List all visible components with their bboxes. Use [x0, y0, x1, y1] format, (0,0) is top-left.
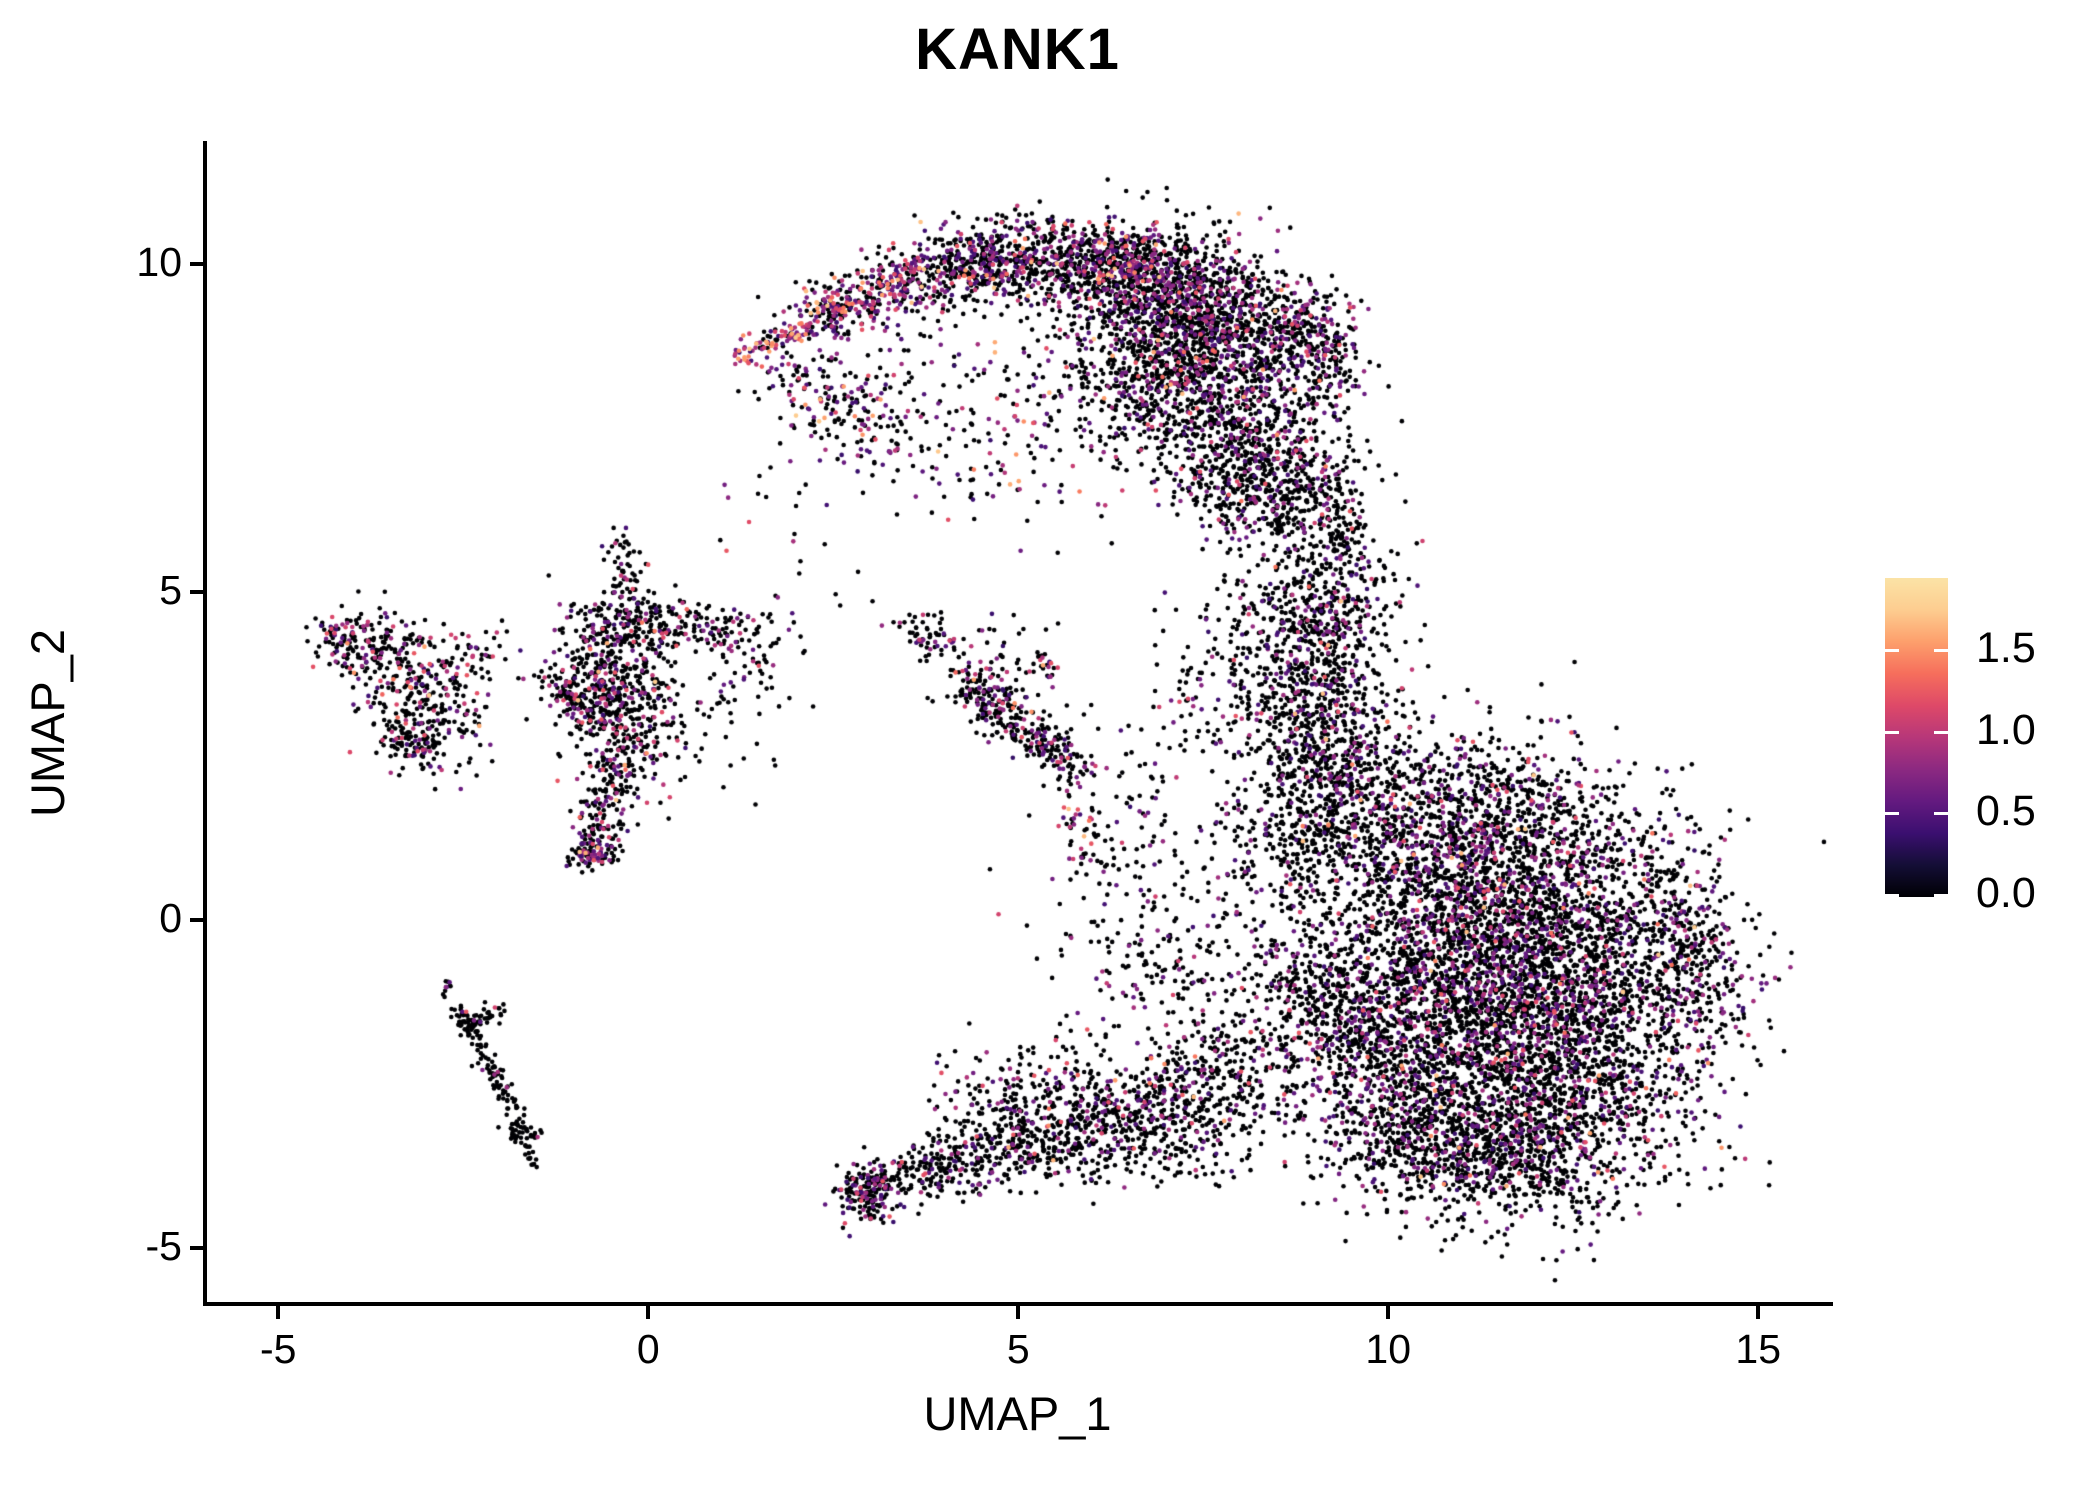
- x-tick-mark: [646, 1306, 651, 1319]
- y-tick-label: 0: [159, 895, 182, 942]
- x-tick-label: -5: [260, 1326, 297, 1372]
- legend-tick-dash: [1934, 730, 1948, 734]
- y-tick-label: 5: [159, 567, 182, 614]
- y-axis-line: [203, 141, 207, 1306]
- x-axis-title: UMAP_1: [923, 1387, 1112, 1440]
- legend-tick-label: 1.5: [1976, 623, 2036, 672]
- x-tick-label: 15: [1735, 1326, 1782, 1372]
- y-tick-mark: [190, 1245, 203, 1250]
- legend-tick-dash: [1934, 648, 1948, 652]
- y-tick-label: -5: [145, 1222, 182, 1269]
- x-tick-mark: [276, 1306, 281, 1319]
- legend-tick-dash: [1934, 812, 1948, 816]
- legend-colorbar: [1885, 578, 1948, 897]
- x-axis-line: [203, 1302, 1833, 1306]
- legend-tick-dash: [1934, 894, 1948, 897]
- legend-tick-dash: [1885, 648, 1899, 652]
- x-tick-label: 5: [1006, 1326, 1030, 1372]
- x-tick-mark: [1016, 1306, 1021, 1319]
- y-tick-mark: [190, 262, 203, 267]
- legend-tick-label: 0.5: [1976, 787, 2036, 836]
- y-tick-mark: [190, 590, 203, 595]
- x-tick-label: 0: [636, 1326, 660, 1372]
- legend-tick-label: 1.0: [1976, 705, 2036, 754]
- x-tick-label: 10: [1365, 1326, 1412, 1372]
- x-tick-mark: [1386, 1306, 1391, 1319]
- y-tick-label: 10: [136, 239, 182, 286]
- plot-title: KANK1: [915, 17, 1120, 82]
- y-tick-mark: [190, 918, 203, 923]
- legend-tick-dash: [1885, 894, 1899, 897]
- legend-tick-label: 0.0: [1976, 869, 2036, 917]
- legend-tick-dash: [1885, 730, 1899, 734]
- y-axis-title: UMAP_2: [21, 628, 74, 818]
- x-tick-mark: [1756, 1306, 1761, 1319]
- legend-tick-dash: [1885, 812, 1899, 816]
